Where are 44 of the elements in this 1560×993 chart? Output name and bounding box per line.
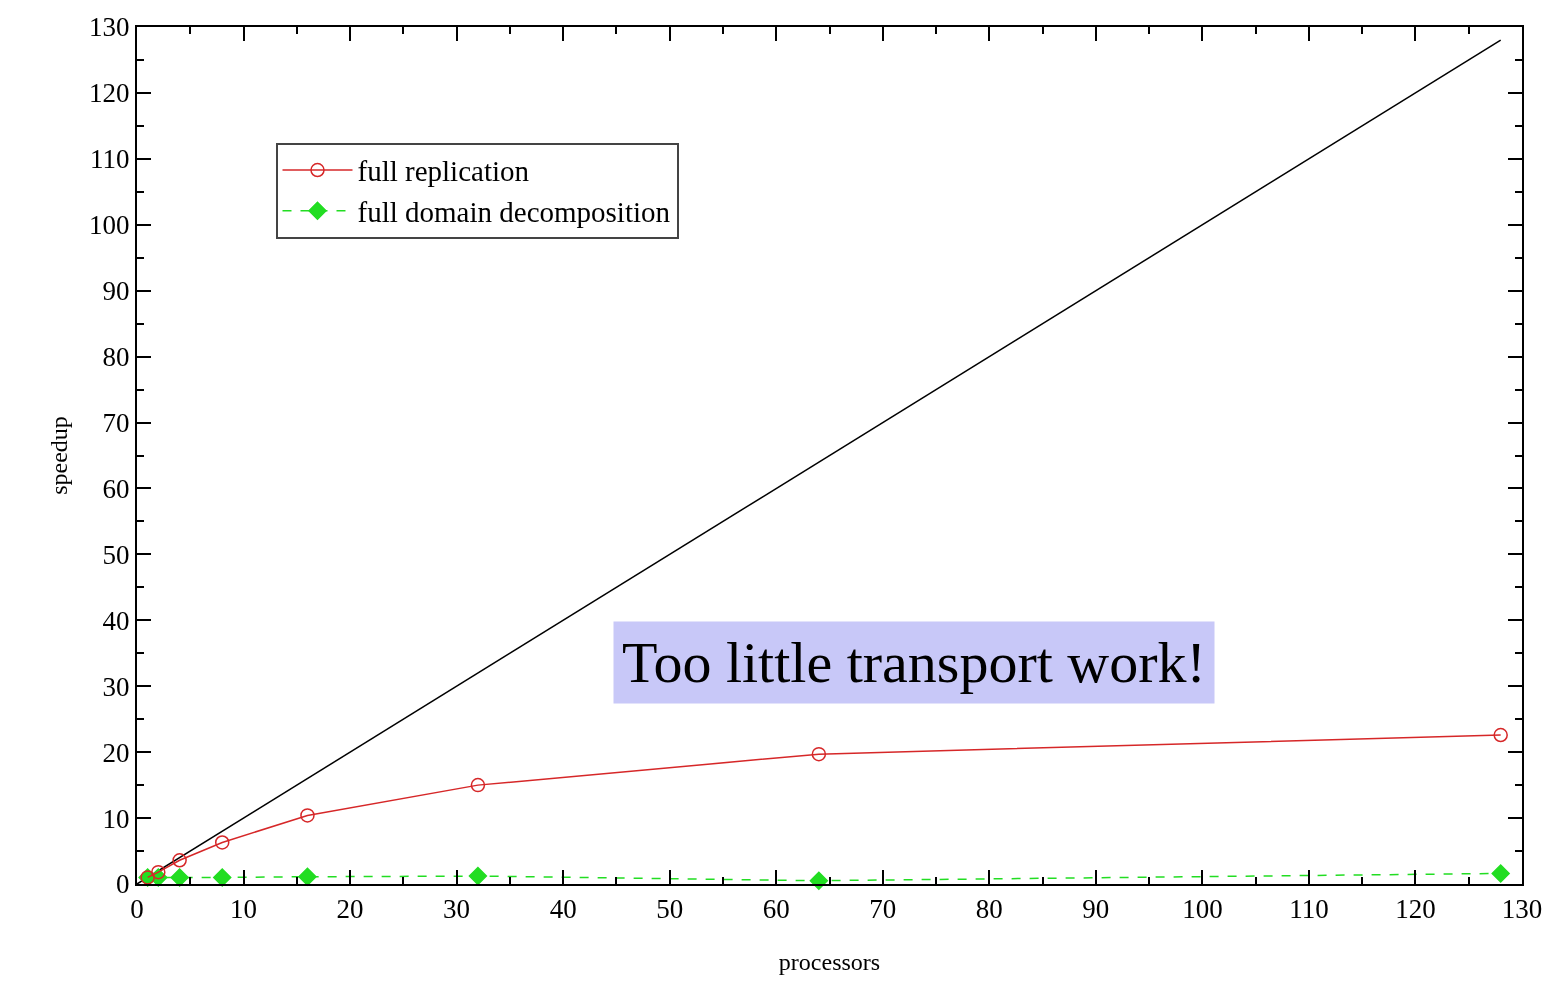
x-tick-label: 130	[1501, 894, 1543, 925]
x-tick-label: 50	[656, 894, 684, 925]
point	[213, 868, 232, 887]
x-axis-title: processors	[778, 949, 881, 976]
y-tick-label: 0	[116, 869, 130, 900]
point	[1493, 727, 1508, 743]
y-tick-label: 120	[89, 78, 130, 109]
point	[172, 853, 187, 868]
x-tick-label: 70	[869, 894, 897, 925]
point	[298, 867, 317, 886]
x-tick-label: 20	[336, 894, 364, 925]
x-tick-label: 120	[1395, 894, 1436, 925]
y-tick-label: 60	[102, 473, 130, 504]
y-tick-label: 10	[102, 803, 130, 834]
y-tick-label: 50	[102, 539, 130, 570]
y-tick-label: 20	[102, 737, 130, 768]
point	[468, 866, 488, 886]
x-tick-label: 100	[1182, 894, 1223, 925]
y-tick-label: 70	[102, 407, 130, 438]
y-tick-label: 80	[102, 342, 130, 373]
point	[470, 777, 486, 793]
point	[1491, 864, 1510, 883]
legend-label: full domain decomposition	[357, 196, 671, 229]
y-tick-label: 40	[102, 605, 130, 636]
y-tick-label: 30	[102, 671, 130, 702]
point	[151, 864, 166, 880]
y-tick-label: 130	[89, 12, 130, 43]
x-tick-label: 40	[549, 894, 577, 925]
point	[170, 868, 189, 887]
x-tick-label: 10	[230, 894, 258, 925]
x-tick-label: 80	[975, 894, 1003, 925]
point	[811, 746, 827, 762]
y-axis-title: speedup	[45, 416, 72, 495]
x-tick-label: 30	[443, 894, 471, 925]
point	[214, 835, 230, 850]
annotation: Too little transport work!	[622, 630, 1206, 695]
y-tick-label: 90	[102, 276, 130, 307]
x-tick-label: 90	[1082, 894, 1110, 925]
y-tick-label: 100	[89, 210, 130, 241]
legend-label: full replication	[357, 155, 530, 188]
y-tick-label: 110	[90, 144, 130, 175]
x-tick-label: 60	[762, 894, 790, 925]
x-tick-label: 110	[1289, 894, 1329, 925]
point	[300, 808, 315, 823]
